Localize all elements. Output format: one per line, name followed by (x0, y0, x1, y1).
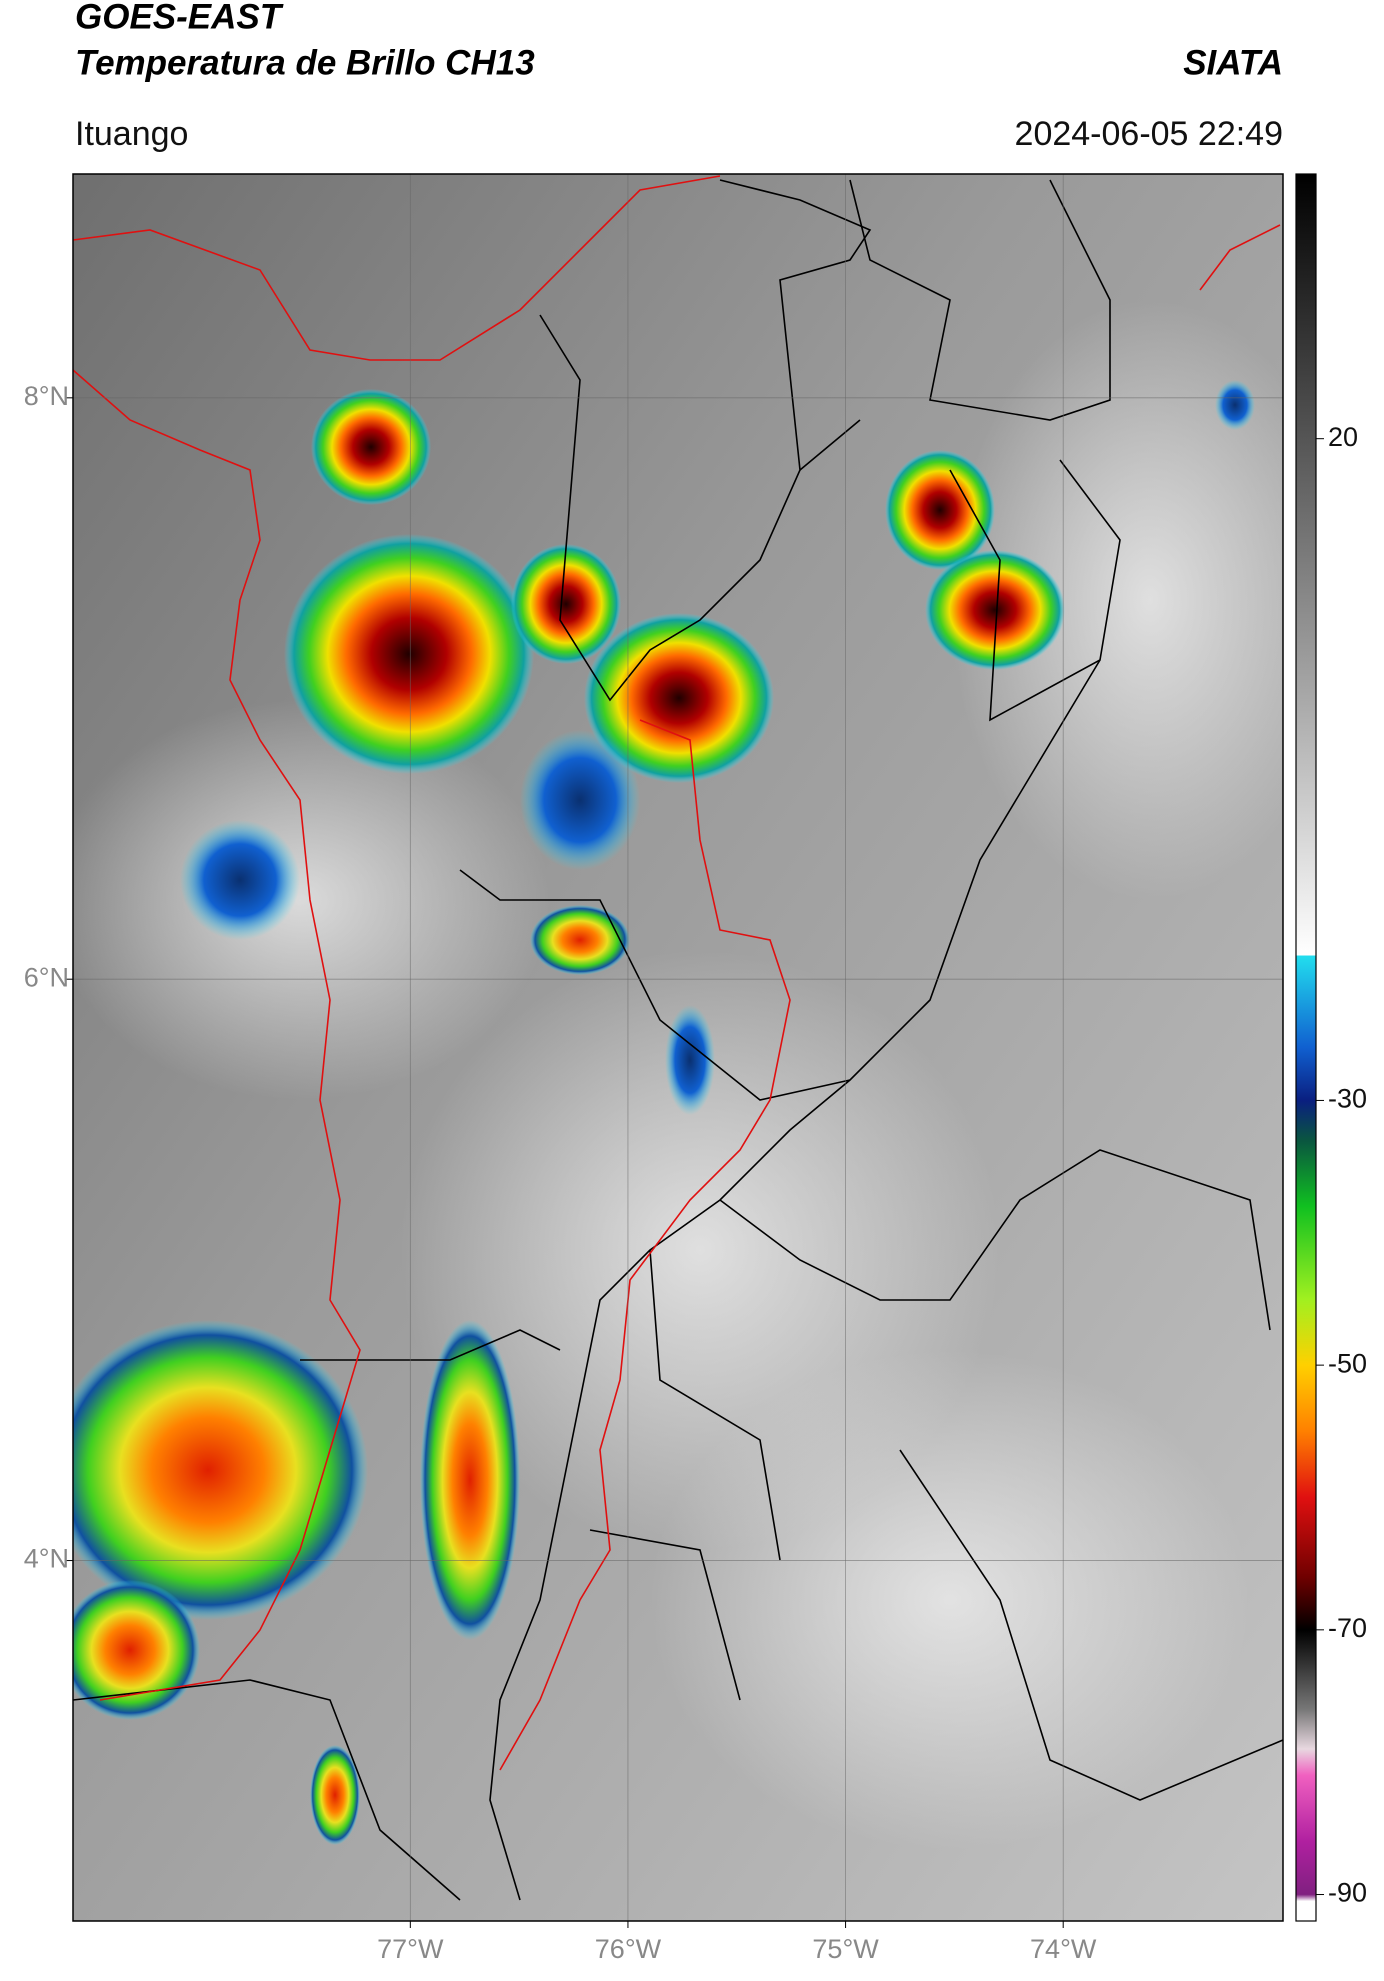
x-tick-label: 77°W (377, 1934, 444, 1964)
colorbar-tick-label: -90 (1328, 1878, 1367, 1908)
colorbar-fill (1295, 173, 1317, 1922)
source: SIATA (1183, 43, 1283, 82)
y-tick-label: 6°N (24, 962, 69, 992)
colorbar: -90 -70 -50 -30 20 (1295, 173, 1367, 1922)
colorbar-tick-label: -50 (1328, 1348, 1367, 1378)
x-tick-label: 74°W (1030, 1934, 1097, 1964)
y-tick-label: 4°N (24, 1544, 69, 1574)
datetime: 2024-06-05 22:49 (1015, 115, 1283, 153)
colorbar-tick-label: -70 (1328, 1613, 1367, 1643)
x-tick-label: 75°W (812, 1934, 879, 1964)
map-frame (72, 173, 1284, 1922)
colorbar-tick-label: 20 (1328, 422, 1358, 452)
graticule (73, 174, 1283, 1921)
x-tick-label: 76°W (595, 1934, 662, 1964)
subtitle: Temperatura de Brillo CH13 (75, 43, 535, 82)
title: GOES-EAST (75, 0, 284, 36)
location: Ituango (75, 115, 188, 153)
y-tick-label: 8°N (24, 381, 69, 411)
colorbar-tick-label: -30 (1328, 1084, 1367, 1114)
map-image (73, 174, 1283, 1921)
